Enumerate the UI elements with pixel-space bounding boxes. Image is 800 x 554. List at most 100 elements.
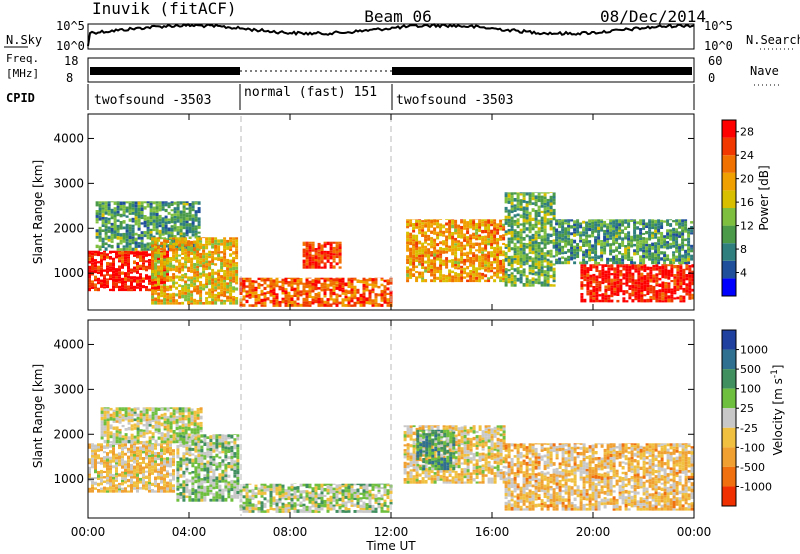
data-cell	[299, 278, 303, 282]
data-cell	[481, 219, 485, 222]
data-cell	[576, 246, 580, 249]
data-cell	[233, 455, 237, 458]
data-cell	[637, 281, 641, 285]
data-cell	[170, 219, 174, 224]
data-cell	[592, 273, 596, 277]
data-cell	[166, 416, 170, 419]
data-cell	[248, 282, 252, 287]
data-cell	[169, 425, 173, 430]
data-cell	[564, 222, 568, 225]
data-cell	[430, 273, 434, 277]
data-cell	[616, 280, 620, 285]
data-cell	[475, 249, 479, 252]
data-cell	[230, 494, 234, 499]
data-cell	[519, 264, 523, 268]
data-cell	[191, 221, 195, 225]
data-cell	[594, 258, 598, 261]
data-cell	[148, 418, 152, 421]
nsearch-tick-bottom: 10^0	[704, 39, 733, 53]
data-cell	[91, 250, 94, 253]
data-cell	[478, 261, 482, 264]
data-cell	[537, 198, 541, 203]
data-cell	[466, 275, 470, 278]
data-cell	[487, 277, 491, 280]
data-cell	[91, 282, 94, 287]
data-cell	[203, 464, 207, 468]
data-cell	[406, 273, 410, 277]
data-cell	[487, 267, 491, 270]
data-cell	[630, 261, 634, 265]
data-cell	[481, 241, 485, 245]
power-cbar-swatch	[722, 120, 736, 138]
data-cell	[217, 247, 221, 252]
data-cell	[525, 275, 529, 278]
data-cell	[478, 278, 482, 283]
data-cell	[386, 298, 390, 302]
data-cell	[106, 470, 109, 474]
data-cell	[670, 294, 674, 297]
data-cell	[118, 437, 122, 441]
data-cell	[148, 288, 151, 292]
data-cell	[418, 231, 422, 235]
data-cell	[314, 261, 318, 266]
data-cell	[134, 207, 138, 210]
data-cell	[350, 282, 354, 286]
data-cell	[125, 232, 129, 236]
data-cell	[95, 203, 99, 207]
data-cell	[421, 248, 425, 253]
data-cell	[314, 293, 318, 297]
data-cell	[137, 215, 141, 219]
cpid-segment-3: twofsound -3503	[396, 93, 513, 108]
data-cell	[504, 270, 508, 274]
data-cell	[669, 223, 673, 227]
data-cell	[323, 285, 327, 289]
data-cell	[151, 295, 155, 299]
data-cell	[618, 219, 622, 224]
data-cell	[221, 462, 225, 467]
data-cell	[631, 278, 635, 282]
data-cell	[510, 205, 514, 208]
data-cell	[616, 273, 620, 277]
data-cell	[154, 418, 158, 422]
data-cell	[97, 477, 100, 480]
data-cell	[463, 227, 467, 230]
data-cell	[347, 284, 351, 288]
data-cell	[672, 261, 676, 265]
data-cell	[481, 247, 485, 252]
data-cell	[154, 490, 157, 493]
data-cell	[191, 484, 195, 488]
data-cell	[160, 432, 164, 435]
data-cell	[516, 208, 520, 211]
data-cell	[567, 248, 571, 253]
data-cell	[190, 411, 194, 415]
data-cell	[308, 256, 312, 260]
data-cell	[211, 243, 215, 246]
data-cell	[603, 229, 607, 233]
data-cell	[172, 292, 176, 297]
data-cell	[223, 270, 227, 273]
data-cell	[209, 435, 213, 439]
data-cell	[445, 222, 449, 226]
data-cell	[332, 302, 336, 305]
data-cell	[386, 279, 390, 282]
data-cell	[595, 283, 599, 286]
data-cell	[496, 241, 500, 245]
data-cell	[215, 448, 219, 452]
data-cell	[208, 272, 212, 276]
data-cell	[604, 292, 608, 296]
data-cell	[287, 281, 291, 284]
data-cell	[675, 222, 679, 226]
data-cell	[616, 290, 620, 294]
data-cell	[221, 499, 225, 502]
data-cell	[531, 193, 535, 198]
data-cell	[170, 213, 174, 217]
data-cell	[199, 426, 203, 430]
data-cell	[478, 222, 482, 227]
data-cell	[582, 261, 586, 265]
data-cell	[613, 278, 617, 282]
data-cell	[94, 462, 97, 466]
data-cell	[217, 298, 221, 302]
data-cell	[504, 268, 508, 271]
data-cell	[193, 422, 197, 426]
data-cell	[101, 224, 105, 227]
